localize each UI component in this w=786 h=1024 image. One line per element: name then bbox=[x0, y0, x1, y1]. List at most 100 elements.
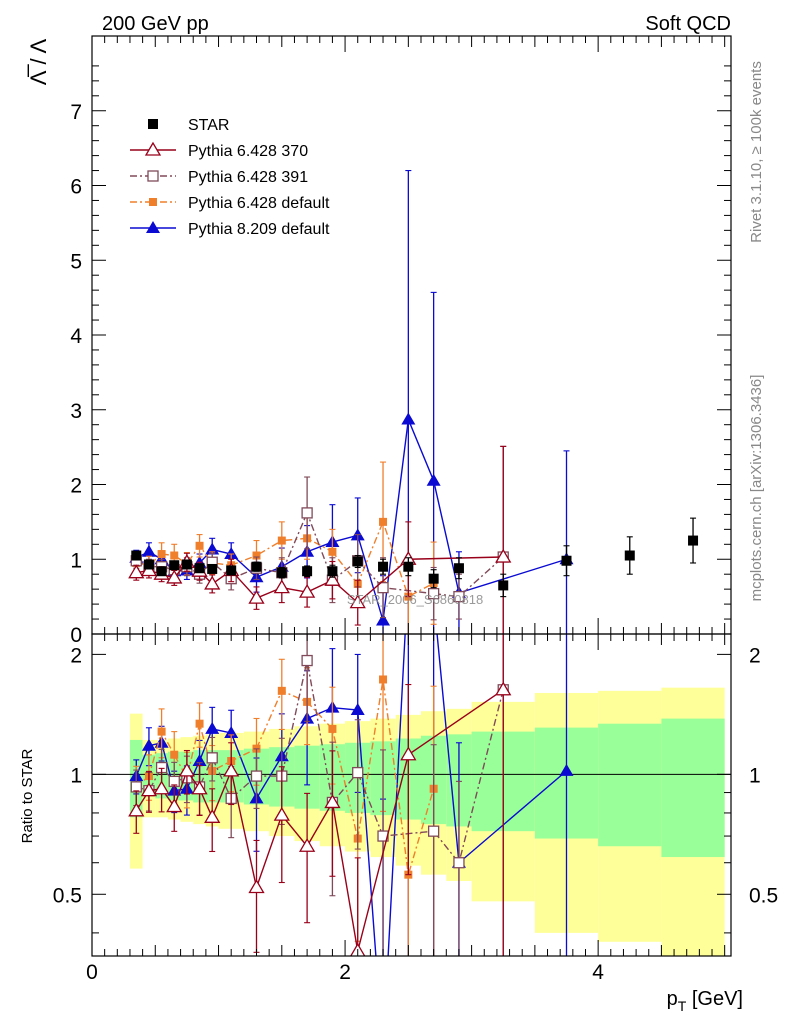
ratio-band-inner bbox=[598, 723, 662, 847]
data-point bbox=[400, 746, 417, 761]
data-point bbox=[205, 721, 220, 734]
data-point bbox=[324, 571, 341, 586]
data-point bbox=[226, 565, 237, 576]
data-point bbox=[378, 561, 389, 572]
data-point bbox=[352, 766, 364, 779]
main-y-tick-label: 5 bbox=[70, 250, 82, 273]
data-point bbox=[147, 170, 159, 182]
data-point bbox=[131, 550, 142, 561]
data-point bbox=[298, 583, 316, 598]
data-point bbox=[128, 564, 145, 579]
data-point bbox=[207, 563, 218, 574]
header-right: Soft QCD bbox=[645, 13, 731, 35]
data-point bbox=[252, 551, 261, 560]
data-point bbox=[194, 563, 205, 574]
data-point bbox=[453, 590, 465, 603]
data-point bbox=[192, 754, 207, 767]
data-point bbox=[453, 857, 465, 869]
data-point bbox=[624, 550, 635, 561]
data-point bbox=[349, 594, 366, 609]
main-panel-plot bbox=[128, 170, 699, 634]
legend-label: Pythia 8.209 default bbox=[188, 221, 330, 238]
main-y-tick-label: 7 bbox=[70, 101, 82, 124]
main-y-tick-label: 2 bbox=[70, 475, 82, 498]
data-point bbox=[352, 556, 363, 567]
data-point bbox=[143, 559, 154, 570]
main-y-tick-label: 0 bbox=[70, 624, 82, 647]
data-point bbox=[141, 738, 156, 751]
data-point bbox=[401, 412, 416, 425]
data-point bbox=[170, 551, 179, 560]
data-point bbox=[248, 879, 265, 894]
legend-label: Pythia 6.428 370 bbox=[188, 143, 308, 160]
ratio-uncertainty-bands bbox=[129, 687, 725, 956]
data-point bbox=[495, 681, 512, 696]
data-point bbox=[298, 837, 316, 852]
data-point bbox=[301, 654, 313, 667]
data-point bbox=[328, 724, 337, 733]
data-point bbox=[301, 507, 313, 519]
data-point bbox=[376, 613, 391, 626]
x-tick-label: 2 bbox=[339, 961, 351, 984]
data-point bbox=[248, 589, 265, 604]
data-point bbox=[166, 798, 183, 813]
data-point bbox=[495, 548, 512, 563]
ratio-band-inner bbox=[661, 718, 725, 858]
data-point bbox=[324, 794, 341, 809]
data-point bbox=[379, 517, 388, 526]
data-point bbox=[498, 580, 509, 591]
data-point bbox=[251, 561, 262, 572]
data-point bbox=[426, 473, 441, 486]
ratio-series-line bbox=[135, 679, 435, 875]
x-axis-label: pT [GeV] bbox=[667, 988, 743, 1014]
data-point bbox=[427, 587, 440, 600]
data-point bbox=[140, 782, 158, 797]
series-line bbox=[136, 519, 434, 598]
data-point bbox=[428, 573, 439, 584]
series-star bbox=[131, 517, 699, 598]
series-pythia-6-428-default bbox=[132, 461, 438, 634]
data-point bbox=[149, 198, 157, 206]
data-point bbox=[224, 547, 239, 560]
data-point bbox=[153, 780, 170, 795]
data-point bbox=[181, 559, 192, 570]
main-y-tick-label: 6 bbox=[70, 176, 82, 199]
data-point bbox=[191, 780, 208, 795]
rivet-version-label: Rivet 3.1.10, ≥ 100k events bbox=[748, 61, 765, 243]
legend-entry: Pythia 6.428 391 bbox=[130, 169, 308, 186]
ratio-y-tick-label-right: 1 bbox=[749, 764, 761, 787]
main-y-tick-label: 1 bbox=[70, 549, 82, 572]
ratio-y-tick-label: 0.5 bbox=[53, 884, 82, 907]
data-point bbox=[276, 567, 287, 578]
data-point bbox=[206, 752, 218, 764]
data-point bbox=[328, 547, 337, 556]
data-point bbox=[224, 725, 239, 738]
data-point bbox=[561, 555, 572, 566]
data-point bbox=[453, 563, 464, 574]
data-point bbox=[559, 763, 574, 776]
mcplots-label: mcplots.cern.ch [arXiv:1306.3436] bbox=[748, 375, 765, 602]
legend-entry: STAR bbox=[148, 117, 229, 134]
data-point bbox=[273, 806, 290, 821]
data-point bbox=[128, 802, 145, 817]
data-point bbox=[157, 550, 166, 559]
ratio-y-tick-label: 2 bbox=[70, 644, 82, 667]
legend-label: Pythia 6.428 default bbox=[188, 195, 330, 212]
data-point bbox=[148, 119, 158, 129]
ratio-frame bbox=[91, 633, 732, 957]
data-point bbox=[204, 575, 221, 590]
data-point bbox=[379, 675, 388, 684]
data-point bbox=[377, 582, 389, 594]
data-point bbox=[195, 719, 204, 728]
legend-entry: Pythia 6.428 default bbox=[130, 195, 330, 212]
data-point bbox=[223, 762, 240, 777]
ratio-y-tick-label: 1 bbox=[70, 764, 82, 787]
data-point bbox=[156, 566, 167, 577]
data-point bbox=[146, 221, 160, 233]
data-point bbox=[166, 569, 183, 584]
legend-entry: Pythia 8.209 default bbox=[130, 221, 330, 238]
data-point bbox=[205, 542, 220, 555]
main-y-tick-label: 4 bbox=[70, 325, 82, 348]
